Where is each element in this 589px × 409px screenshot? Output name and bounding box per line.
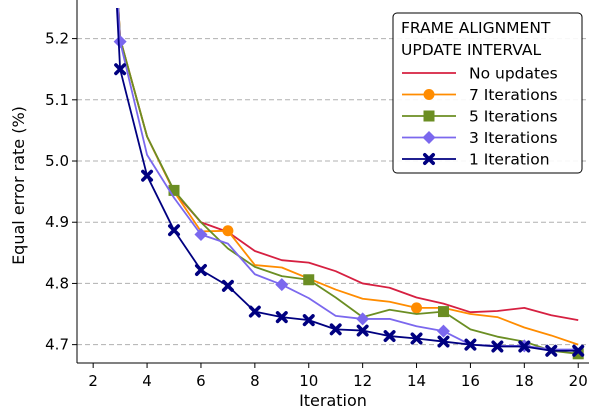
data-point-1-iteration [329,323,342,336]
series-1-iteration [114,8,585,357]
series-5-iterations [117,8,584,360]
data-point-3-iterations [356,312,370,326]
data-point-1-iteration [464,338,477,351]
legend-entry-5-iterations: 5 Iterations [402,108,558,126]
data-point-3-iterations [436,324,450,338]
x-tick-label: 2 [88,372,98,390]
data-point-7-iterations [222,225,234,237]
data-point-1-iteration [410,332,423,345]
x-tick-label: 12 [353,372,372,390]
y-tick-label: 5.1 [45,91,69,109]
axes: 4.7 4.8 4.9 5.0 5.1 5.2 2 4 6 8 10 12 14 16 18 20 Iterat… [9,0,589,409]
y-tick-label: 5.2 [45,30,69,48]
x-marker-stroke [141,169,154,182]
data-point-1-iteration [383,330,396,343]
legend-marker [423,110,435,122]
x-marker-stroke [572,344,585,357]
legend-title: UPDATE INTERVAL [401,41,542,59]
x-tick-label: 20 [569,372,588,390]
legend-label: 5 Iterations [469,108,558,126]
x-marker-stroke [491,340,504,353]
x-marker-stroke [302,314,315,327]
legend-label: No updates [469,65,558,83]
series-group [113,8,585,360]
data-point-7-iterations [411,302,423,314]
legend: FRAME ALIGNMENT UPDATE INTERVAL No updates… [392,12,583,174]
data-point-1-iteration [248,305,261,318]
data-point-1-iteration [302,314,315,327]
x-tick-label: 6 [196,372,206,390]
x-tick-label: 4 [142,372,152,390]
x-tick-label: 18 [515,372,534,390]
data-point-5-iterations [437,306,449,318]
legend-marker [423,89,435,100]
x-tick-label: 14 [407,372,426,390]
data-point-1-iteration [572,344,585,357]
x-marker-stroke [437,335,450,348]
legend-marker [422,131,436,144]
x-marker-stroke [194,263,207,276]
y-axis-label: Equal error rate (%) [9,106,28,265]
data-point-1-iteration [114,63,127,76]
data-point-3-iterations [194,227,208,241]
x-tick-label: 8 [250,372,260,390]
x-marker-stroke [383,330,396,343]
x-marker-stroke [545,344,558,357]
data-point-5-iterations [572,348,584,360]
data-point-1-iteration [437,335,450,348]
x-tick-label: 16 [461,372,480,390]
data-point-1-iteration [221,279,234,292]
data-point-3-iterations [275,278,289,292]
legend-entry-1-iteration: 1 Iteration [402,151,550,169]
data-point-1-iteration [168,224,181,237]
y-tick-label: 5.0 [45,152,69,170]
x-marker-stroke [410,332,423,345]
legend-entry-7-iterations: 7 Iterations [402,86,558,104]
legend-marker [422,153,436,165]
y-tick-label: 4.9 [45,213,69,231]
legend-label: 3 Iterations [469,129,558,147]
data-point-1-iteration [141,169,154,182]
data-point-3-iterations [113,35,127,49]
x-marker-stroke [518,340,531,353]
legend-box [392,12,583,174]
legend-label: 7 Iterations [469,86,558,104]
legend-entry-no-updates: No updates [402,65,558,83]
x-axis-label: Iteration [299,391,367,409]
x-tick-label: 10 [299,372,318,390]
x-marker-stroke [221,279,234,292]
data-point-1-iteration [491,340,504,353]
x-marker-stroke [356,324,369,337]
legend-label: 1 Iteration [469,151,550,169]
x-marker-stroke [248,305,261,318]
x-marker-stroke [114,63,127,76]
x-marker-stroke [168,224,181,237]
x-marker-stroke [464,338,477,351]
data-point-5-iterations [168,184,180,196]
x-marker-stroke [329,323,342,336]
y-tick-label: 4.8 [45,274,69,292]
data-point-5-iterations [303,274,315,286]
data-point-1-iteration [194,263,207,276]
data-point-1-iteration [545,344,558,357]
data-point-1-iteration [518,340,531,353]
data-point-1-iteration [275,311,288,324]
data-point-1-iteration [356,324,369,337]
x-marker-stroke [275,311,288,324]
x-marker-stroke [422,153,436,165]
legend-title: FRAME ALIGNMENT [401,19,551,37]
y-tick-label: 4.7 [45,336,69,354]
legend-entry-3-iterations: 3 Iterations [402,129,558,147]
